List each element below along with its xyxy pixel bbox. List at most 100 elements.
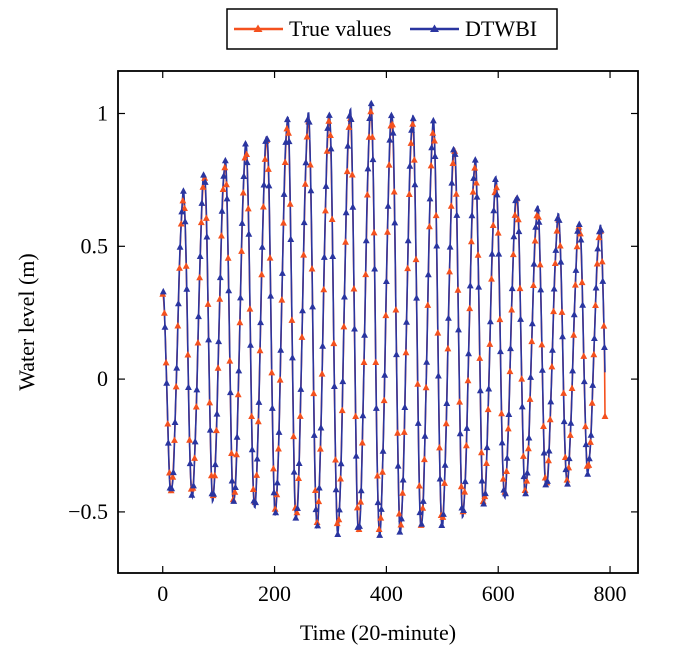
dtwbi-point	[475, 283, 483, 290]
true-values-point	[397, 521, 405, 528]
x-tick-label: 800	[594, 581, 627, 606]
dtwbi-point	[240, 172, 248, 179]
true-values-point	[164, 420, 172, 427]
true-values-point	[496, 315, 504, 323]
dtwbi-point	[572, 266, 580, 273]
dtwbi-point	[587, 431, 595, 438]
dtwbi-point	[221, 156, 229, 164]
dtwbi-point	[523, 469, 531, 476]
dtwbi-point	[341, 293, 348, 300]
dtwbi-point	[309, 302, 317, 310]
true-values-point	[186, 436, 193, 443]
dtwbi-point	[493, 190, 501, 198]
dtwbi-point	[327, 144, 335, 152]
dtwbi-point	[183, 285, 191, 292]
true-values-point	[407, 139, 415, 146]
true-values-point	[322, 206, 329, 214]
dtwbi-point	[575, 220, 583, 228]
dtwbi-point	[424, 270, 432, 278]
dtwbi-point	[347, 115, 355, 122]
true-values-point	[306, 161, 314, 168]
dtwbi-point	[220, 172, 228, 179]
dtwbi-point	[590, 334, 598, 342]
true-values-point	[536, 260, 544, 268]
dtwbi-point	[277, 346, 285, 353]
dtwbi-point	[297, 385, 305, 392]
true-values-point	[489, 221, 497, 228]
true-values-point	[360, 358, 368, 365]
dtwbi-point	[503, 454, 511, 461]
dtwbi-point	[413, 294, 421, 301]
true-values-point	[600, 322, 608, 329]
dtwbi-point	[393, 350, 400, 358]
dtwbi-point	[555, 216, 563, 223]
true-values-point	[184, 351, 192, 358]
dtwbi-point	[247, 341, 254, 348]
dtwbi-point	[357, 486, 365, 494]
dtwbi-point	[169, 468, 177, 476]
true-values-point	[199, 183, 207, 190]
dtwbi-point	[550, 285, 558, 292]
dtwbi-point	[267, 292, 275, 299]
dtwbi-point	[335, 505, 343, 513]
dtwbi-point	[238, 219, 246, 226]
dtwbi-point	[434, 372, 442, 379]
true-values-point	[478, 448, 485, 456]
dtwbi-point	[396, 528, 404, 535]
dtwbi-point	[532, 223, 540, 230]
true-values-point	[191, 454, 199, 461]
dtwbi-point	[334, 530, 342, 537]
dtwbi-point	[233, 433, 241, 440]
dtwbi-point	[359, 411, 367, 419]
dtwbi-point	[367, 99, 375, 107]
true-values-point	[303, 133, 311, 140]
dtwbi-point	[216, 273, 224, 281]
true-values-point	[254, 417, 262, 425]
dtwbi-point	[243, 158, 251, 166]
true-values-point	[464, 376, 472, 384]
dtwbi-point	[387, 111, 395, 119]
true-values-point	[332, 456, 339, 463]
true-values-point	[540, 422, 547, 429]
true-values-point	[216, 295, 224, 302]
true-values-point	[535, 213, 542, 220]
dtwbi-point	[161, 323, 169, 330]
dtwbi-point	[168, 484, 176, 492]
dtwbi-point	[497, 347, 504, 355]
true-values-point	[553, 227, 561, 234]
dtwbi-point	[416, 508, 424, 516]
dtwbi-point	[565, 454, 573, 462]
dtwbi-point	[260, 181, 268, 188]
true-values-point	[467, 237, 475, 245]
dtwbi-point	[426, 194, 434, 202]
true-values-point	[236, 318, 244, 326]
true-values-point	[372, 358, 380, 365]
dtwbi-point	[411, 180, 419, 188]
dtwbi-point	[242, 140, 249, 147]
dtwbi-point	[560, 417, 568, 425]
true-values-point	[261, 155, 269, 162]
true-values-point	[246, 305, 254, 312]
true-values-point	[367, 107, 375, 115]
dtwbi-point	[366, 114, 374, 122]
dtwbi-point	[314, 521, 322, 529]
x-tick-label: 400	[370, 581, 403, 606]
dtwbi-point	[456, 429, 464, 437]
dtwbi-point	[364, 164, 372, 172]
legend-label-true-values: True values	[289, 16, 391, 41]
dtwbi-point	[513, 194, 521, 201]
true-values-point	[362, 270, 370, 278]
true-values-point	[333, 519, 341, 527]
true-values-point	[558, 308, 566, 315]
true-values-point	[493, 183, 500, 191]
true-values-point	[484, 405, 492, 413]
dtwbi-point	[215, 337, 223, 345]
dtwbi-point	[537, 285, 545, 293]
dtwbi-point	[570, 310, 578, 318]
dtwbi-point	[339, 377, 347, 385]
dtwbi-point	[520, 472, 528, 480]
dtwbi-point	[330, 382, 338, 389]
dtwbi-point	[552, 246, 560, 253]
true-values-point	[275, 445, 282, 452]
y-tick-label: −0.5	[68, 499, 108, 524]
